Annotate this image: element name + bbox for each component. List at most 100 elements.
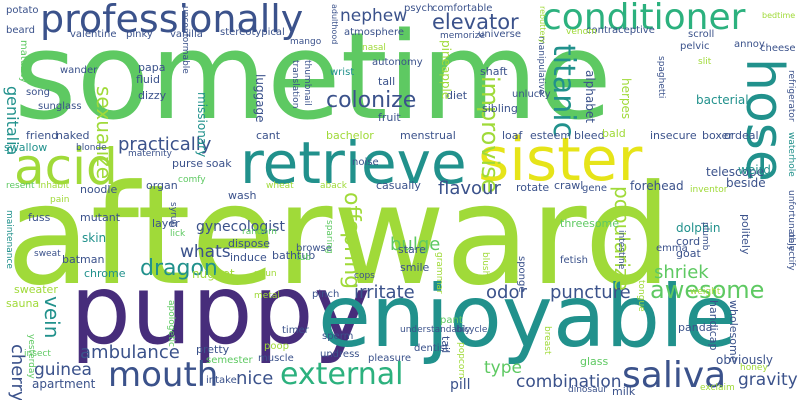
cloud-word: inventor — [690, 185, 728, 195]
cloud-word: politely — [739, 214, 752, 255]
cloud-word: unconformable — [180, 6, 190, 74]
cloud-word: grammar — [434, 252, 444, 294]
cloud-word: ambulance — [80, 342, 180, 363]
cloud-word: induce — [230, 251, 267, 264]
cloud-word: milk — [612, 385, 636, 398]
cloud-word: alphabet — [583, 70, 597, 123]
cloud-word: dragon — [140, 256, 218, 281]
cloud-word: bicycle — [456, 325, 488, 335]
cloud-word: bathtub — [272, 249, 316, 262]
cloud-word: unfortunately — [786, 190, 796, 252]
cloud-word: loaf — [502, 129, 523, 142]
cloud-word: sometime — [14, 8, 612, 147]
cloud-word: panda — [678, 321, 713, 334]
cloud-word: memorize — [440, 31, 486, 41]
cloud-word: threesome — [560, 217, 620, 230]
cloud-word: emma — [656, 243, 688, 254]
cloud-word: nugget — [192, 267, 235, 281]
cloud-word: resent — [6, 181, 35, 191]
cloud-word: sponge — [516, 256, 527, 293]
cloud-word: fuss — [28, 211, 51, 224]
cloud-word: inhabit — [38, 181, 70, 191]
cloud-word: honey — [740, 363, 768, 373]
cloud-word: weight — [690, 287, 721, 297]
cloud-word: luggage — [253, 74, 267, 123]
cloud-word: weird — [738, 163, 771, 177]
cloud-word: cherry — [7, 344, 28, 400]
cloud-word: undress — [320, 349, 360, 360]
cloud-word: odor — [486, 282, 527, 303]
cloud-word: elevator — [432, 10, 519, 34]
cloud-word: dinosaur — [568, 385, 608, 395]
cloud-word: type — [484, 358, 522, 378]
cloud-word: dolphin — [676, 221, 721, 235]
cloud-word: pineapple — [439, 40, 453, 100]
cloud-word: telescope — [706, 165, 764, 179]
cloud-word: wander — [60, 65, 98, 76]
cloud-word: fetish — [560, 255, 588, 266]
cloud-word: chrome — [84, 267, 126, 280]
cloud-word: breast — [542, 326, 552, 355]
cloud-word: slit — [698, 57, 712, 67]
cloud-word: semester — [206, 355, 253, 366]
cloud-word: yesterday — [26, 334, 36, 379]
cloud-word: smile — [400, 261, 430, 274]
cloud-word: song — [26, 87, 51, 98]
cloud-word: sperm — [322, 331, 354, 342]
cloud-word: beard — [6, 25, 35, 36]
cloud-word: casually — [376, 179, 421, 192]
cloud-word: wash — [228, 189, 257, 202]
cloud-word: lick — [170, 229, 186, 239]
cloud-word: shriek — [654, 262, 709, 283]
cloud-word: plumb — [700, 222, 710, 251]
cloud-word: mango — [290, 37, 322, 47]
cloud-word: rebuttery — [538, 6, 547, 44]
cloud-word: sparing — [324, 220, 334, 254]
cloud-word: irritate — [354, 282, 415, 303]
cloud-word: bulge — [390, 234, 441, 255]
cloud-word: adulthood — [330, 4, 339, 45]
cloud-word: bedtime — [762, 11, 796, 20]
cloud-word: esteem — [530, 129, 572, 142]
cloud-word: genitalia — [3, 86, 22, 156]
cloud-word: apologetic — [166, 300, 176, 347]
cloud-word: herpes — [619, 78, 633, 120]
cloud-word: handicap — [707, 300, 720, 351]
cloud-word: random — [242, 227, 277, 237]
cloud-word: dispose — [228, 237, 270, 250]
cloud-word: wholesome — [727, 300, 740, 363]
cloud-word: noise — [352, 157, 379, 168]
cloud-word: combination — [516, 372, 622, 392]
cloud-word: venom — [566, 27, 597, 37]
cloud-word: tub — [296, 253, 311, 263]
cloud-word: gravity — [738, 370, 798, 390]
cloud-word: aback — [320, 181, 347, 191]
cloud-word: soak — [206, 157, 232, 170]
cloud-word: vein — [40, 296, 64, 339]
cloud-word: spaghetti — [656, 56, 666, 99]
cloud-word: missionary — [195, 92, 209, 158]
cloud-word: goat — [676, 247, 701, 260]
cloud-word: cheese — [760, 43, 796, 54]
cloud-word: sister — [478, 125, 643, 195]
cloud-word: menstrual — [400, 129, 456, 142]
cloud-word: pelvic — [680, 41, 710, 52]
cloud-word: dizzy — [138, 89, 167, 102]
cloud-word: bald — [602, 127, 626, 140]
cloud-word: pretty — [196, 343, 230, 356]
cloud-word: valentine — [70, 29, 117, 40]
cloud-word: cops — [354, 271, 375, 281]
cloud-word: bacterial — [696, 93, 749, 107]
cloud-word: practically — [118, 134, 212, 155]
cloud-word: waterhole — [786, 132, 796, 177]
cloud-word: blush — [480, 252, 490, 277]
cloud-word: organ — [146, 179, 178, 192]
cloud-word: translation — [290, 60, 300, 109]
cloud-word: retrieve — [240, 129, 467, 197]
cloud-word: afterward — [6, 155, 672, 316]
cloud-word: pill — [450, 377, 471, 393]
cloud-word: shaft — [480, 65, 508, 78]
cloud-word: popcorn — [456, 342, 466, 379]
cloud-word: professionally — [40, 0, 304, 41]
